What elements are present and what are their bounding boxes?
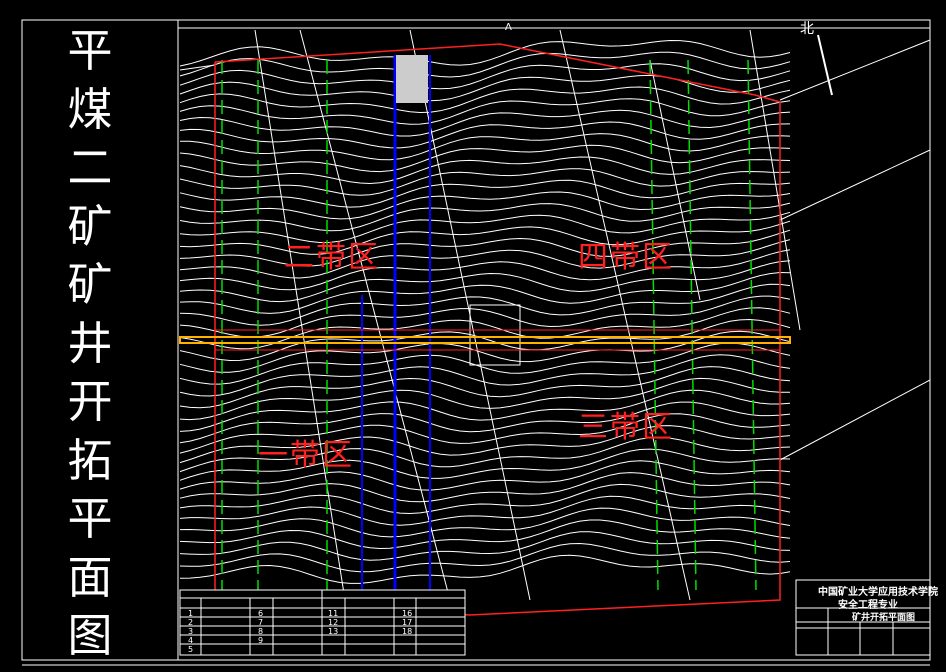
contour-line: [179, 202, 791, 232]
contour-line: [179, 554, 791, 584]
grid-line: [749, 29, 801, 331]
contour-line: [179, 448, 791, 481]
legend-number: 16: [402, 609, 413, 618]
contour-line: [179, 260, 791, 303]
panel-boundary-line: [687, 59, 697, 591]
title-block: [795, 579, 931, 656]
contour-line: [179, 211, 791, 244]
title-block-drawing-name: 矿井开拓平面图: [852, 613, 916, 623]
contour-line: [179, 63, 791, 90]
contour-line: [179, 156, 791, 185]
contour-line: [179, 377, 790, 421]
legend-number: 13: [328, 627, 339, 636]
contour-line: [179, 239, 791, 279]
panel-boundary-line: [649, 59, 659, 591]
legend-number: 11: [328, 609, 339, 618]
legend-number: 6: [258, 609, 264, 618]
legend-number: 2: [188, 618, 194, 627]
grid-line: [779, 39, 931, 101]
contour-line: [179, 220, 791, 255]
title-char: 拓: [67, 433, 113, 487]
title-char: 图: [67, 609, 113, 662]
legend-number: 3: [188, 627, 194, 636]
legend-number: 9: [258, 636, 264, 645]
contour-line: [179, 307, 791, 350]
contour-line: [179, 191, 791, 220]
zone-label-2: 二带区: [284, 240, 380, 275]
legend-number: 18: [402, 627, 413, 636]
outer-frame: [21, 19, 931, 661]
drawing-title-vertical: 平煤二矿矿井开拓平面图: [60, 22, 120, 666]
contour-line: [179, 179, 791, 208]
contour-line: [179, 401, 791, 444]
zone-label-4: 四带区: [578, 240, 674, 275]
zone-label-1: 一带区: [258, 438, 354, 473]
contour-line: [179, 354, 791, 397]
contour-line: [179, 366, 791, 409]
legend-number: 4: [188, 636, 194, 645]
contour-lines: [179, 39, 791, 584]
contour-line: [179, 495, 791, 526]
contour-line: [179, 39, 791, 67]
legend-number: 1: [188, 609, 194, 618]
legend-number: 12: [328, 618, 339, 627]
contour-line: [179, 472, 791, 503]
north-label: 北: [800, 21, 814, 37]
contour-line: [179, 413, 791, 454]
contour-line: [179, 144, 791, 173]
contour-line: [180, 133, 791, 161]
contour-line: [179, 318, 791, 362]
contour-line: [179, 460, 791, 491]
industrial-site-block: [396, 55, 428, 103]
contour-line: [179, 98, 791, 125]
contour-line: [179, 121, 791, 149]
legend-number: 5: [188, 645, 194, 654]
title-char: 二: [67, 141, 113, 194]
panel-lines: [221, 55, 757, 591]
grid-line: [254, 29, 346, 601]
contour-line: [179, 507, 791, 538]
title-char: 面: [67, 550, 113, 604]
main-roadway: [179, 336, 791, 344]
title-char: 平: [67, 492, 113, 545]
grid-line: [779, 149, 931, 221]
contour-line: [179, 542, 791, 573]
contour-line: [179, 249, 791, 291]
legend-table: [179, 589, 466, 656]
panel-boundary-line: [747, 59, 757, 591]
contour-line: [179, 483, 791, 515]
contour-line: [179, 295, 791, 338]
title-block-major: 安全工程专业: [838, 600, 898, 611]
contour-line: [179, 389, 791, 432]
title-char: 井: [67, 316, 113, 370]
grid-line: [299, 29, 451, 601]
title-char: 煤: [67, 82, 113, 136]
title-block-institution: 中国矿业大学应用技术学院: [818, 587, 938, 598]
contour-line: [179, 168, 791, 196]
grid-line: [779, 379, 931, 461]
legend-number: 7: [258, 618, 264, 627]
legend-number: 8: [258, 627, 264, 636]
title-char: 矿: [67, 199, 113, 253]
contour-line: [179, 519, 791, 550]
contour-line: [179, 271, 791, 314]
north-arrow-icon: [817, 34, 833, 96]
grid-line: [179, 64, 216, 71]
contour-line: [179, 436, 791, 473]
contour-line: [179, 51, 791, 78]
contour-line: [179, 425, 791, 464]
legend-number: 17: [402, 618, 413, 627]
section-marker: A: [505, 22, 512, 33]
shaft-yard: [469, 304, 521, 366]
title-char: 平: [67, 24, 113, 77]
contour-line: [179, 342, 791, 385]
zone-label-3: 三带区: [578, 410, 674, 445]
contour-line: [179, 86, 791, 114]
title-char: 开: [67, 375, 113, 428]
title-char: 矿: [67, 258, 113, 311]
contour-line: [179, 229, 791, 267]
contour-line: [179, 531, 791, 561]
contour-line: [179, 283, 791, 326]
